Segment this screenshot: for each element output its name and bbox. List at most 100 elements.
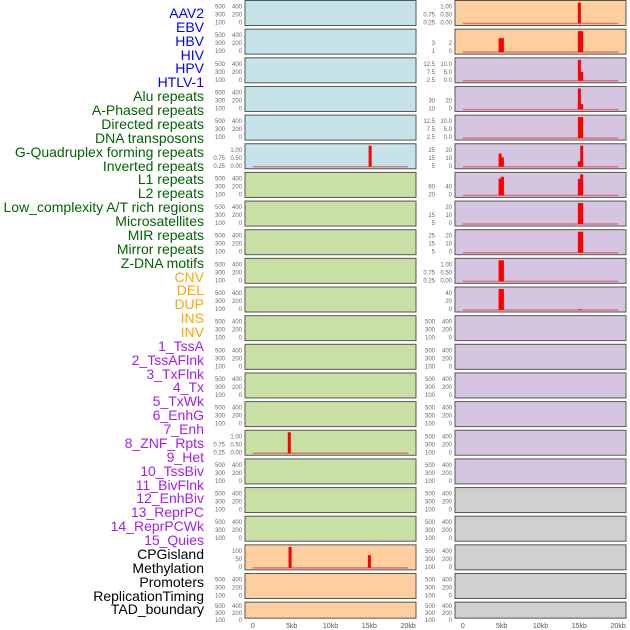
y-tick-label: 20 <box>445 148 452 154</box>
y-tick-label: 200 <box>232 270 243 276</box>
track-panel: 0 100 200 300 400 500 <box>215 0 417 27</box>
y-tick-label: 100 <box>215 508 226 514</box>
panel-background <box>244 544 417 571</box>
track-label: INS <box>180 310 204 327</box>
y-tick-label: 400 <box>232 262 243 268</box>
y-tick-label: 300 <box>215 98 226 104</box>
panel-background <box>454 229 627 256</box>
y-tick-label: 0 <box>239 78 243 84</box>
y-tick-label: 400 <box>442 492 453 498</box>
y-tick-label: 100 <box>425 565 436 571</box>
y-tick-label: 400 <box>442 463 453 469</box>
y-tick-label: 500 <box>215 90 226 96</box>
track-label: AAV2 <box>169 5 204 21</box>
y-tick-label: 400 <box>232 604 243 610</box>
track-label: Low_complexity A/T rich regions <box>3 199 205 216</box>
y-tick-label: 200 <box>232 471 243 477</box>
track-label: Promoters <box>139 573 204 590</box>
y-tick-label: 100 <box>215 49 226 55</box>
y-tick-label: 100 <box>425 336 436 342</box>
panel-background <box>454 487 627 514</box>
panel-background <box>454 429 627 456</box>
y-tick-label: 300 <box>425 586 436 592</box>
track-label: 3_TxFlnk <box>146 365 204 382</box>
panel-background <box>454 85 627 112</box>
y-tick-label: 0 <box>449 49 453 55</box>
y-tick-label: 2.5 <box>427 78 436 84</box>
y-tick-label: 400 <box>232 205 243 211</box>
y-tick-label: 100 <box>215 21 226 27</box>
y-tick-label: 200 <box>442 471 453 477</box>
y-tick-label: 500 <box>425 434 436 440</box>
y-tick-label: 100 <box>425 422 436 428</box>
y-tick-label: 10 <box>445 213 452 219</box>
track-panel: 0 100 200 300 400 500 <box>425 343 627 370</box>
y-tick-label: 300 <box>215 13 226 19</box>
bar <box>498 38 502 53</box>
panel-background <box>244 200 417 227</box>
y-tick-label: 2 <box>449 41 453 47</box>
y-tick-label: 200 <box>232 98 243 104</box>
y-tick-label: 5.0 <box>444 127 453 133</box>
y-tick-label: 500 <box>215 348 226 354</box>
y-tick-label: 500 <box>425 377 436 383</box>
y-tick-label: 400 <box>232 377 243 383</box>
track-label: 6_EnhG <box>152 407 204 424</box>
panel-background <box>244 0 417 26</box>
x-tick-label: 15kb <box>362 623 377 630</box>
track-label: ReplicationTiming <box>93 587 204 604</box>
track-panel: 0.00 0.25 0.50 0.75 1.00 <box>423 0 627 27</box>
y-tick-label: 400 <box>232 578 243 584</box>
bar <box>580 104 584 110</box>
bar <box>580 231 584 253</box>
y-tick-label: 0.50 <box>230 442 242 448</box>
track-panel: 0.00 0.25 0.50 0.75 1.00 <box>213 143 417 170</box>
y-tick-label: 0 <box>239 594 243 600</box>
y-tick-label: 500 <box>425 348 436 354</box>
track-label: Microsatellites <box>115 213 204 230</box>
y-tick-label: 300 <box>215 70 226 76</box>
y-tick-label: 300 <box>425 611 436 617</box>
panel-background <box>454 458 627 485</box>
y-tick-label: 0 <box>239 393 243 399</box>
y-tick-label: 400 <box>232 176 243 182</box>
bar <box>288 546 292 568</box>
track-panel: 0 100 200 300 400 500 <box>215 229 417 256</box>
y-tick-label: 300 <box>425 471 436 477</box>
y-tick-label: 0.0 <box>444 78 453 84</box>
track-label: L2 repeats <box>137 185 204 202</box>
y-tick-label: 0 <box>239 479 243 485</box>
panel-background <box>454 601 627 619</box>
y-tick-label: 0.25 <box>423 21 435 27</box>
y-tick-label: 400 <box>442 377 453 383</box>
y-tick-label: 20 <box>445 205 452 211</box>
track-panel: 0 100 200 300 400 500 <box>215 401 417 428</box>
y-tick-label: 25 <box>428 148 435 154</box>
y-tick-label: 100 <box>215 594 226 600</box>
y-tick-label: 0 <box>239 135 243 141</box>
y-tick-label: 500 <box>215 234 226 240</box>
panel-background <box>454 372 627 399</box>
panel-background <box>454 0 627 26</box>
y-tick-label: 200 <box>442 586 453 592</box>
y-tick-label: 200 <box>442 356 453 362</box>
track-label: 2_TssAFlnk <box>131 351 204 368</box>
y-tick-label: 300 <box>425 328 436 334</box>
y-tick-label: 10 <box>445 156 452 162</box>
y-tick-label: 100 <box>215 422 226 428</box>
y-tick-label: 0 <box>239 536 243 542</box>
track-label: CPGisland <box>137 545 204 562</box>
track-panel: 0 100 200 300 400 500 <box>215 601 417 624</box>
y-tick-label: 500 <box>215 604 226 610</box>
y-tick-label: 0 <box>449 618 453 624</box>
bar <box>368 145 372 167</box>
panel-background <box>244 28 417 55</box>
panel-background <box>244 114 417 141</box>
y-tick-label: 0.50 <box>230 156 242 162</box>
y-tick-label: 100 <box>215 364 226 370</box>
track-panel: 0 100 200 300 400 500 <box>425 515 627 542</box>
track-label: Alu repeats <box>133 88 204 105</box>
track-panel: 0.0 2.5 5.0 7.5 10.0 12.5 <box>423 114 627 141</box>
y-tick-label: 100 <box>425 594 436 600</box>
track-label: 8_ZNF_Rpts <box>124 434 204 451</box>
